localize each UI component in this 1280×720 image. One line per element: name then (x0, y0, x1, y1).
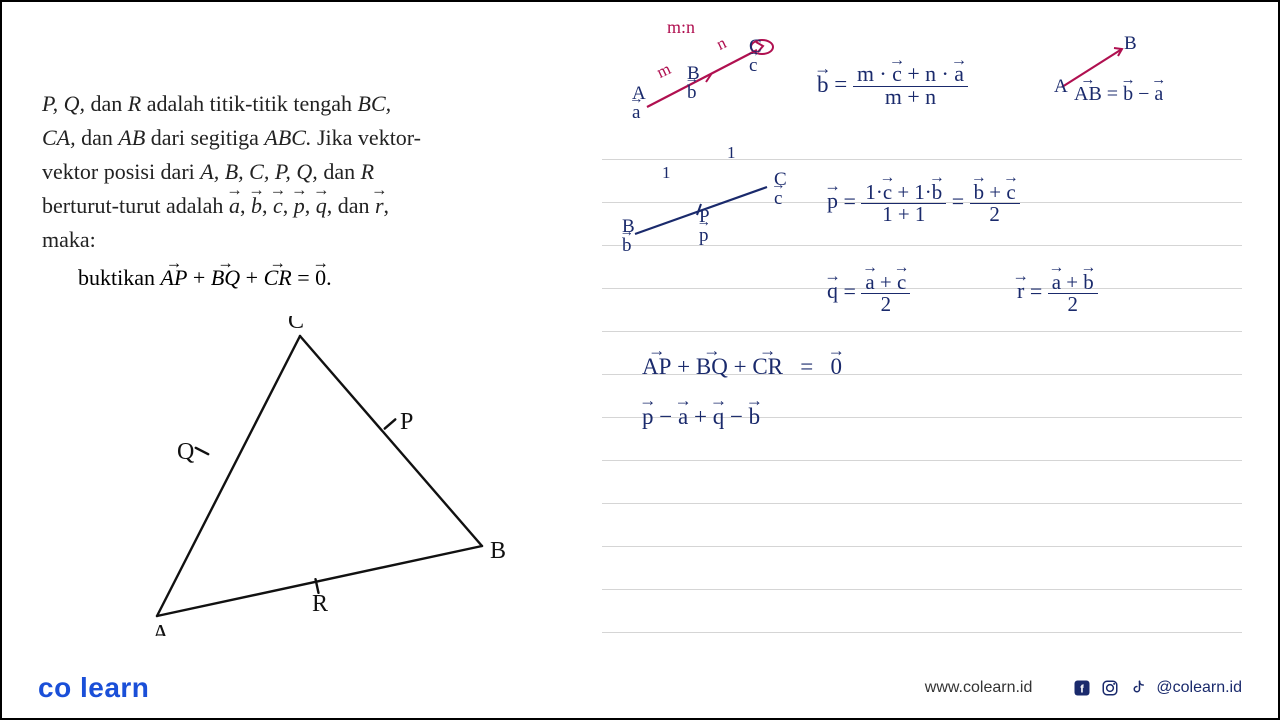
r-formula: r = a + b2 (1017, 272, 1098, 315)
mid-P: Pp (699, 207, 710, 245)
label-mn: m:n (667, 18, 695, 36)
ratio-diagram (632, 22, 792, 122)
svg-text:B: B (490, 538, 506, 564)
svg-text:Q: Q (177, 439, 194, 465)
tiktok-icon (1128, 678, 1148, 698)
q-formula: q = a + c2 (827, 272, 910, 315)
prove-statement: buktikan AP + BQ + CR = 0. (42, 265, 582, 291)
problem-text: P, Q, dan R adalah titik-titik tengah BC… (42, 87, 582, 257)
mid-B: Bb (622, 217, 635, 255)
ab-formula: AB = b − a (1074, 84, 1163, 104)
work-line-2: p − a + q − b (642, 405, 760, 428)
triangle-figure: A B C P Q R (42, 316, 582, 636)
social-block: f @colearn.id (1072, 678, 1242, 698)
footer: co learn www.colearn.id f @colearn.id (2, 658, 1278, 718)
social-handle: @colearn.id (1156, 679, 1242, 697)
mid-C: Cc (774, 170, 787, 208)
brand-logo: co learn (38, 672, 149, 704)
label-B: Bb (687, 64, 700, 102)
work-line-1: AP + BQ + CR = 0 (642, 355, 842, 378)
ab-label-A: A (1054, 77, 1068, 96)
svg-text:P: P (400, 409, 413, 435)
section-formula: b = m · c + n · am + n (817, 64, 968, 109)
facebook-icon: f (1072, 678, 1092, 698)
svg-text:f: f (1081, 684, 1085, 696)
mid-one2: 1 (727, 144, 736, 161)
mid-one1: 1 (662, 164, 671, 181)
label-A: Aa (632, 84, 646, 122)
website-url: www.colearn.id (925, 679, 1033, 697)
p-formula: p = 1·c + 1·b1 + 1 = b + c2 (827, 182, 1020, 225)
svg-text:R: R (312, 591, 328, 617)
ab-label-B: B (1124, 34, 1137, 53)
svg-text:C: C (288, 316, 304, 334)
instagram-icon (1100, 678, 1120, 698)
label-C: Cc (749, 37, 762, 75)
svg-text:A: A (152, 621, 170, 636)
